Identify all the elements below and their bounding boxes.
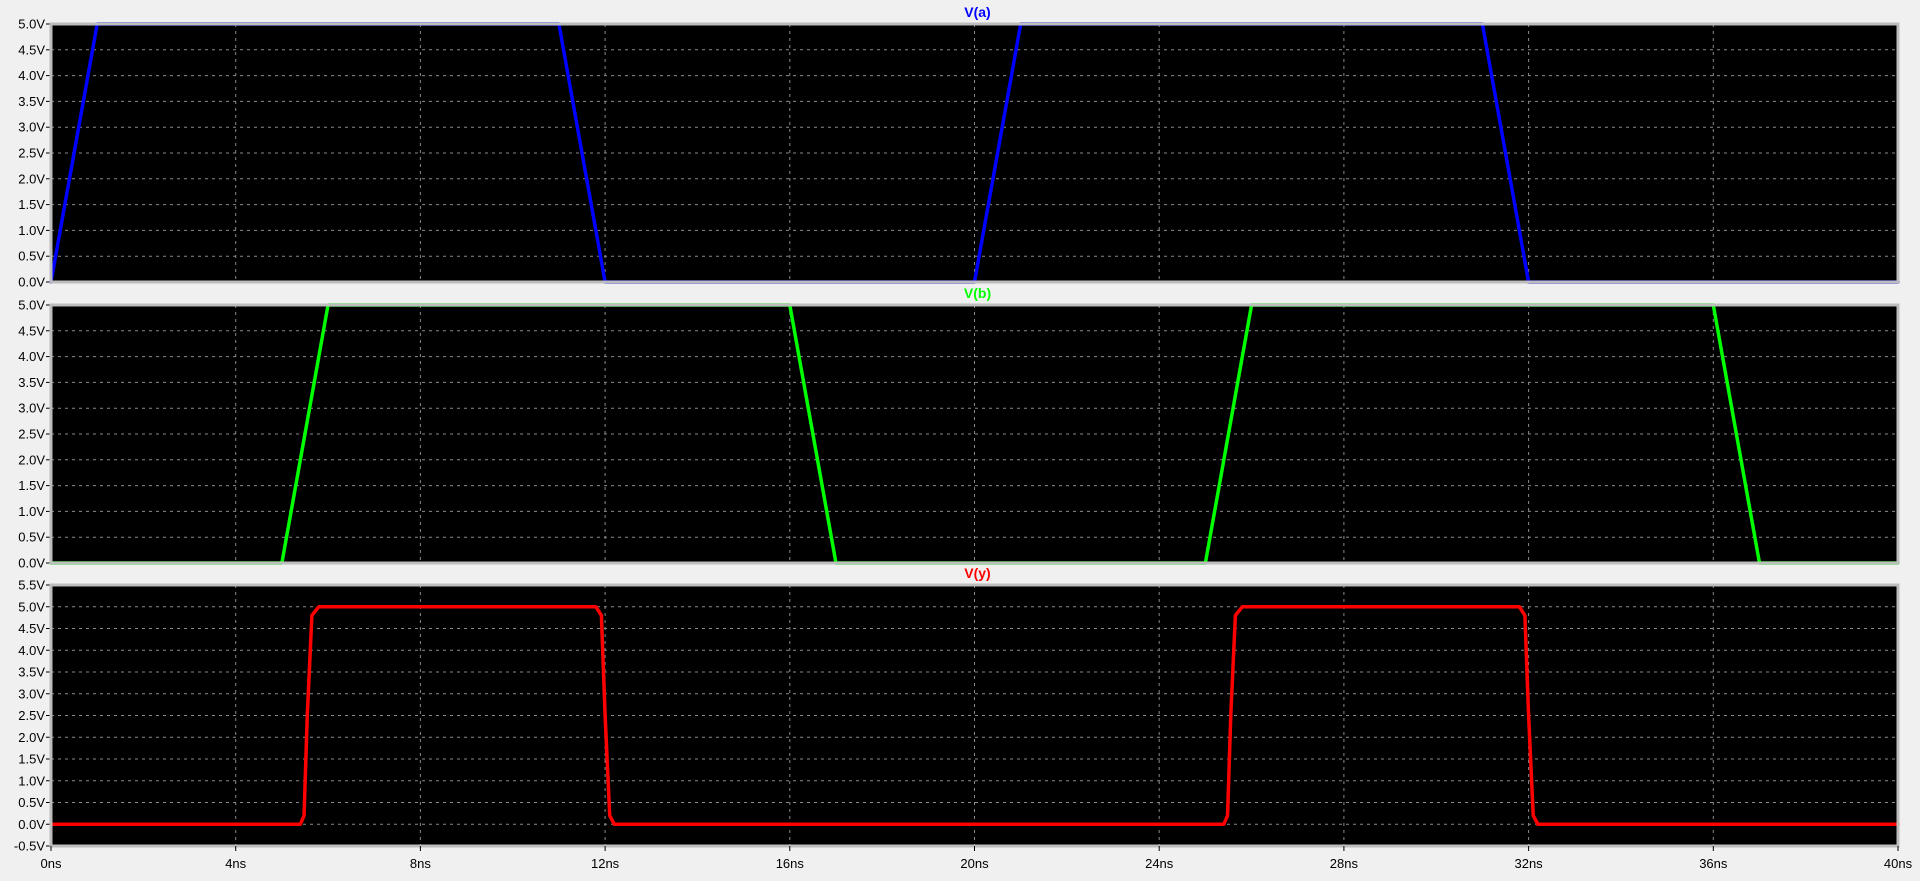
x-tick-label: 36ns [1699,856,1728,871]
y-tick-label: 4.0V [18,68,45,83]
x-tick-label: 32ns [1514,856,1543,871]
y-tick-label: 2.0V [18,171,45,186]
y-tick-label: 2.0V [18,730,45,745]
y-tick-label: 0.0V [18,275,45,290]
plot-frame-v-a [49,22,1900,284]
y-tick-label: 4.0V [18,643,45,658]
y-tick-label: 3.0V [18,686,45,701]
trace-title-v-b[interactable]: V(b) [964,285,991,301]
y-tick-label: 2.5V [18,427,45,442]
x-tick-label: 40ns [1884,856,1913,871]
y-tick-label: 1.5V [18,197,45,212]
y-tick-label: 0.5V [18,249,45,264]
x-tick-label: 20ns [960,856,989,871]
y-tick-label: 0.5V [18,795,45,810]
trace-v-y [49,605,1900,826]
x-tick-label: 12ns [591,856,620,871]
y-tick-label: 4.5V [18,323,45,338]
y-tick-label: 2.5V [18,708,45,723]
x-tick-label: 4ns [225,856,246,871]
y-tick-label: 3.5V [18,665,45,680]
y-tick-label: 5.0V [18,298,45,313]
y-tick-label: 3.5V [18,375,45,390]
x-tick-label: 0ns [41,856,62,871]
y-tick-label: 2.5V [18,146,45,161]
y-tick-label: 4.5V [18,621,45,636]
y-tick-label: 3.5V [18,94,45,109]
trace-title-v-y[interactable]: V(y) [964,565,990,581]
y-tick-label: 1.0V [18,504,45,519]
plot-frame-v-b [49,303,1900,565]
trace-title-v-a[interactable]: V(a) [964,4,990,20]
x-tick-label: 24ns [1145,856,1174,871]
y-tick-label: 3.0V [18,120,45,135]
y-tick-label: 5.5V [18,578,45,593]
y-tick-label: 4.5V [18,42,45,57]
x-tick-label: 16ns [776,856,805,871]
y-tick-label: 1.5V [18,478,45,493]
y-tick-label: 3.0V [18,401,45,416]
y-tick-label: 5.0V [18,599,45,614]
y-tick-label: 0.0V [18,556,45,571]
y-tick-label: 0.5V [18,530,45,545]
x-tick-label: 8ns [410,856,431,871]
y-tick-label: 0.0V [18,817,45,832]
y-tick-label: 4.0V [18,349,45,364]
y-tick-label: 1.0V [18,223,45,238]
y-tick-label: -0.5V [14,839,45,854]
y-tick-label: 1.5V [18,752,45,767]
y-tick-label: 1.0V [18,773,45,788]
x-tick-label: 28ns [1330,856,1359,871]
y-tick-label: 2.0V [18,452,45,467]
y-tick-label: 5.0V [18,17,45,32]
